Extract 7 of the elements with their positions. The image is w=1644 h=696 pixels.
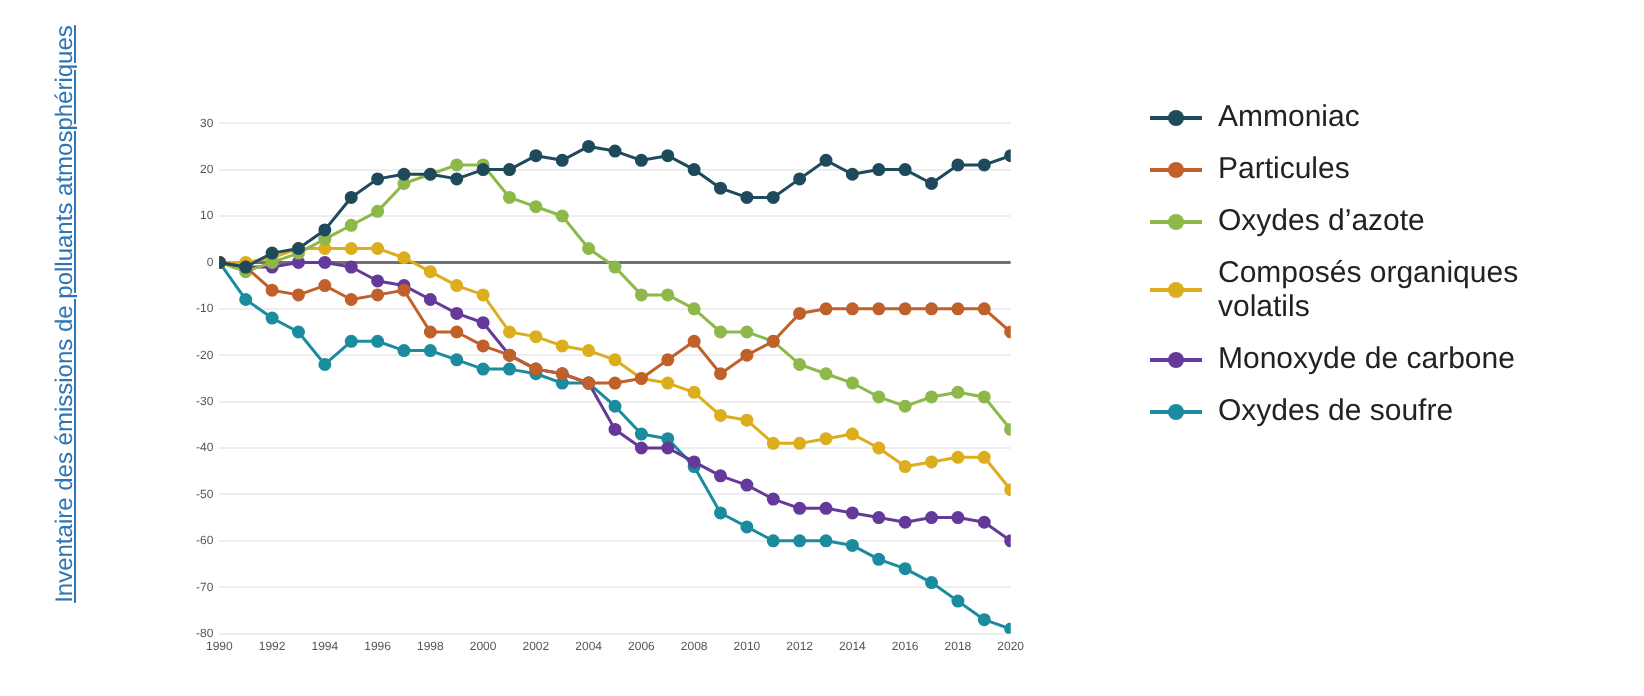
legend-label: Oxydes d’azote [1218,204,1425,238]
legend-label: Particules [1218,152,1350,186]
legend-label: Ammoniac [1218,100,1360,134]
legend-label: Composés organiques volatils [1218,256,1521,324]
y-axis-title: Inventaire des émissions de polluants atmosphériques [50,23,78,607]
legend-label: Oxydes de soufre [1218,394,1454,428]
legend-label: Monoxyde de carbone [1218,342,1515,376]
